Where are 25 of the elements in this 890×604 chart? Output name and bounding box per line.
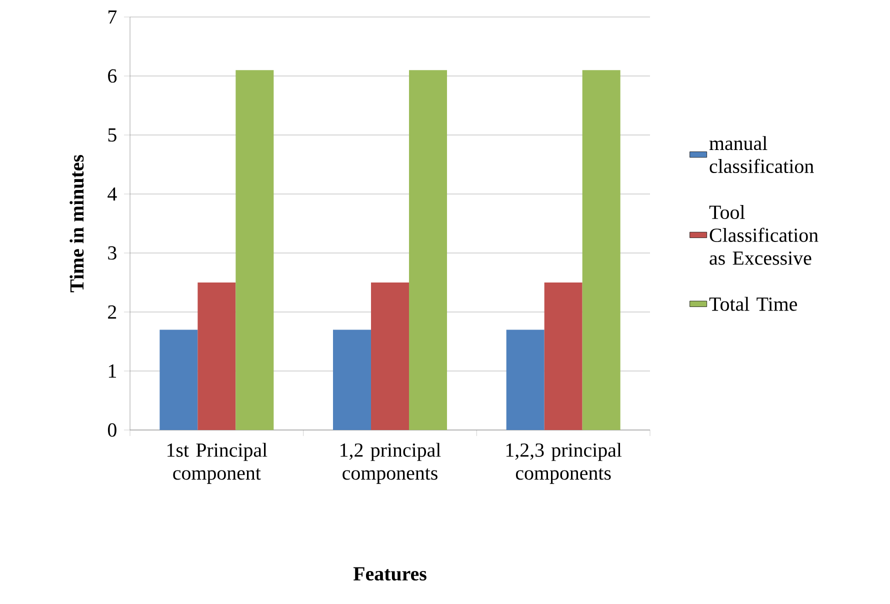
legend-label: Total Time	[709, 296, 797, 311]
legend-label: Tool Classification as Excessive	[709, 205, 818, 265]
bar	[506, 330, 544, 430]
y-tick-label: 7	[108, 10, 117, 24]
x-axis-title: Features	[353, 567, 426, 581]
bar	[333, 330, 372, 430]
bar	[582, 70, 620, 430]
y-tick-label: 4	[108, 187, 117, 201]
x-tick-label: 1,2,3 principal components	[506, 442, 622, 484]
y-tick-label: 2	[108, 305, 116, 319]
bar	[409, 70, 448, 430]
bar	[371, 282, 410, 430]
y-tick-label: 5	[108, 128, 116, 142]
bar	[236, 70, 274, 430]
y-tick-label: 3	[108, 246, 116, 260]
x-tick-label: 1,2 principal components	[340, 442, 441, 484]
y-tick-label: 0	[108, 423, 116, 437]
y-tick-label: 6	[108, 69, 117, 83]
bar	[544, 282, 582, 430]
y-tick-label: 1	[108, 364, 116, 378]
legend-label: manual classification	[709, 136, 814, 174]
bar	[198, 282, 236, 430]
bar	[160, 330, 198, 430]
y-axis-title: Time in minutes	[70, 154, 84, 292]
x-tick-label: 1st Principal component	[168, 442, 268, 484]
